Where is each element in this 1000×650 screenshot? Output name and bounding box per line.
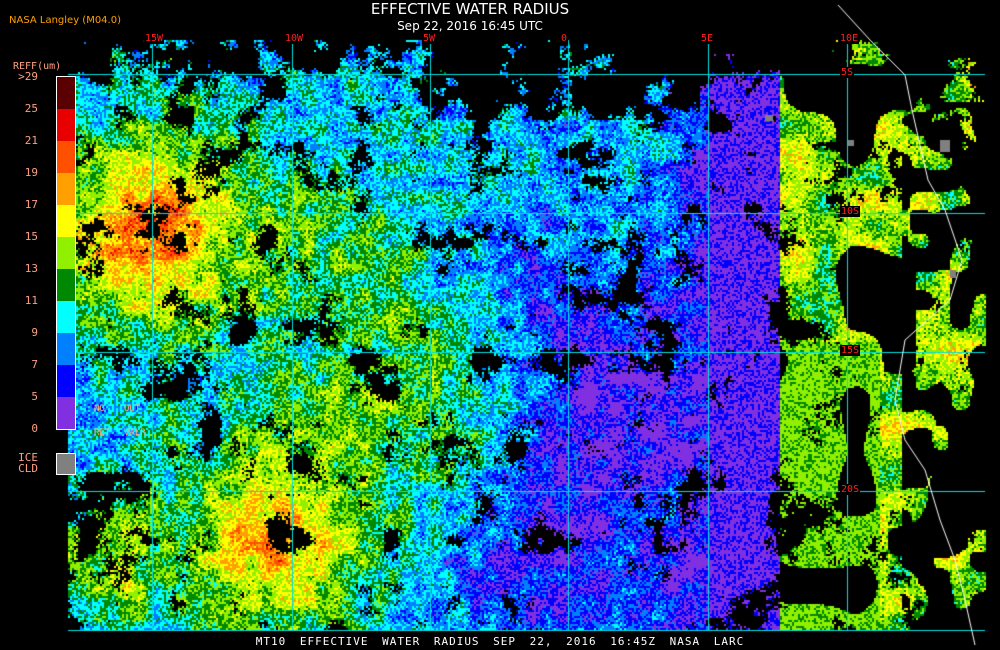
colorbar-segment bbox=[57, 141, 75, 173]
footer-caption: MT10 EFFECTIVE WATER RADIUS SEP 22, 2016… bbox=[255, 635, 745, 648]
colorbar-segment bbox=[57, 269, 75, 301]
colorbar-tick-label: 11 bbox=[24, 294, 38, 307]
colorbar-tick-label: 5 bbox=[31, 390, 38, 403]
source-label: NASA Langley (M04.0) bbox=[9, 15, 121, 26]
longitude-label: 0 bbox=[560, 33, 569, 44]
colorbar-tick-label: 17 bbox=[24, 198, 38, 211]
colorbar-segment bbox=[57, 173, 75, 205]
colorbar-tick-label: 0 bbox=[31, 422, 38, 435]
ice-cloud-swatch bbox=[56, 453, 76, 475]
colorbar-tick-label: 19 bbox=[24, 166, 38, 179]
longitude-label: 10E bbox=[839, 33, 860, 44]
ice-cloud-label-1: ICE bbox=[18, 451, 38, 464]
longitude-label: 5E bbox=[700, 33, 715, 44]
longitude-label: 10W bbox=[284, 33, 305, 44]
colorbar-tick-label: 21 bbox=[24, 134, 38, 147]
colorbar-tick-label: 15 bbox=[24, 230, 38, 243]
colorbar-segment bbox=[57, 397, 75, 429]
colorbar-tick-label: 25 bbox=[24, 102, 38, 115]
ice-cloud-label-2: CLD bbox=[18, 462, 38, 475]
latitude-label: 15S bbox=[840, 345, 861, 356]
colorbar-segment bbox=[57, 333, 75, 365]
colorbar-units: REFF(um) bbox=[13, 61, 62, 72]
image-title: EFFECTIVE WATER RADIUS bbox=[370, 0, 570, 18]
latitude-label: 10S bbox=[840, 206, 861, 217]
out-of-range-label-2: VALR bbox=[124, 428, 146, 438]
colorbar-tick-label: 9 bbox=[31, 326, 38, 339]
no-retrieval-label-1: NO bbox=[94, 404, 105, 414]
out-of-range-label-1: OUT bbox=[124, 404, 141, 414]
longitude-label: 5W bbox=[422, 33, 437, 44]
colorbar-segment bbox=[57, 301, 75, 333]
latitude-label: 5S bbox=[840, 67, 855, 78]
colorbar-tick-label: 13 bbox=[24, 262, 38, 275]
colorbar-segment bbox=[57, 237, 75, 269]
colorbar-segment bbox=[57, 365, 75, 397]
latitude-label: 20S bbox=[840, 484, 861, 495]
colorbar bbox=[56, 76, 76, 430]
no-retrieval-label-2: RET bbox=[94, 428, 111, 438]
colorbar-segment bbox=[57, 77, 75, 109]
colorbar-tick-label: >29 bbox=[18, 70, 38, 83]
longitude-label: 15W bbox=[144, 33, 165, 44]
colorbar-tick-label: 7 bbox=[31, 358, 38, 371]
image-timestamp: Sep 22, 2016 16:45 UTC bbox=[397, 19, 543, 33]
colorbar-segment bbox=[57, 205, 75, 237]
colorbar-segment bbox=[57, 109, 75, 141]
